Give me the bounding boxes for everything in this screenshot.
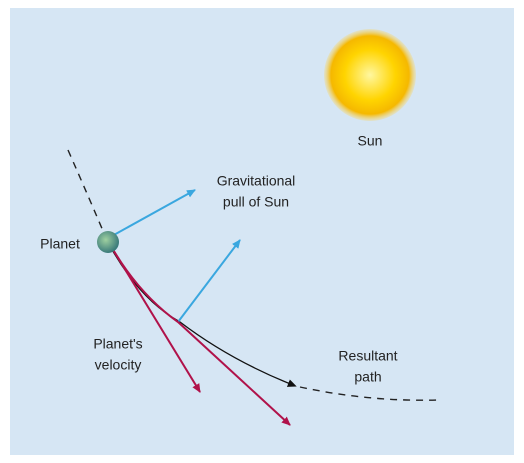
gravity-label: pull of Sun	[223, 194, 289, 210]
sun	[324, 29, 416, 121]
gravity-label: Gravitational	[217, 173, 296, 189]
page: Sun Gravitational pull of Sun Planet Pla…	[0, 0, 524, 463]
path-label: Resultant	[338, 348, 397, 364]
sun-label: Sun	[358, 133, 383, 149]
planet-label: Planet	[40, 236, 80, 252]
background	[10, 8, 514, 455]
diagram: Sun Gravitational pull of Sun Planet Pla…	[0, 0, 524, 463]
planet	[97, 231, 119, 253]
velocity-label: velocity	[95, 357, 142, 373]
path-label: path	[354, 369, 381, 385]
velocity-label: Planet's	[93, 336, 142, 352]
